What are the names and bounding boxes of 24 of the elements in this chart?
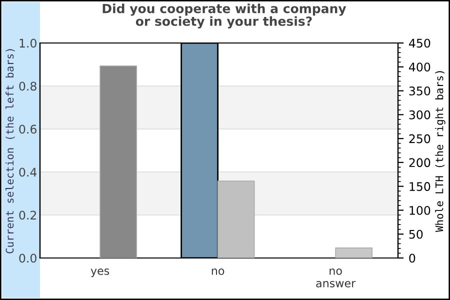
- y2-axis-title: Whole LTH (the right bars): [435, 71, 446, 232]
- y2-tick-label: 50: [409, 230, 423, 239]
- x-tick-label: no answer: [316, 268, 356, 288]
- y2-tick-label: 200: [409, 158, 430, 168]
- x-tick-label: yes: [90, 268, 110, 278]
- y2-tick-label: 100: [410, 206, 430, 215]
- y2-tick-label: 350: [409, 86, 430, 96]
- bar: [100, 66, 137, 258]
- y-tick-label: 0.8: [19, 82, 36, 91]
- y-tick-label: 0.4: [19, 168, 37, 177]
- chart-title: Did you cooperate with a company or society in your thesis?: [102, 4, 346, 28]
- y-tick-label: 0.2: [19, 210, 36, 220]
- y-tick-label: 0.6: [19, 124, 36, 134]
- y-tick-label: 1.0: [20, 38, 36, 48]
- y-axis-title: Current selection (the left bars): [6, 49, 15, 254]
- y2-tick-label: 250: [409, 134, 430, 144]
- y-tick-label: 0.0: [19, 254, 36, 263]
- y2-tick-label: 150: [410, 182, 430, 191]
- x-tick-label: no: [212, 268, 224, 275]
- bar: [335, 248, 373, 258]
- y2-tick-label: 0: [409, 254, 416, 263]
- y2-tick-label: 450: [408, 38, 430, 48]
- y2-tick-label: 400: [408, 62, 430, 72]
- y2-tick-label: 300: [409, 110, 430, 120]
